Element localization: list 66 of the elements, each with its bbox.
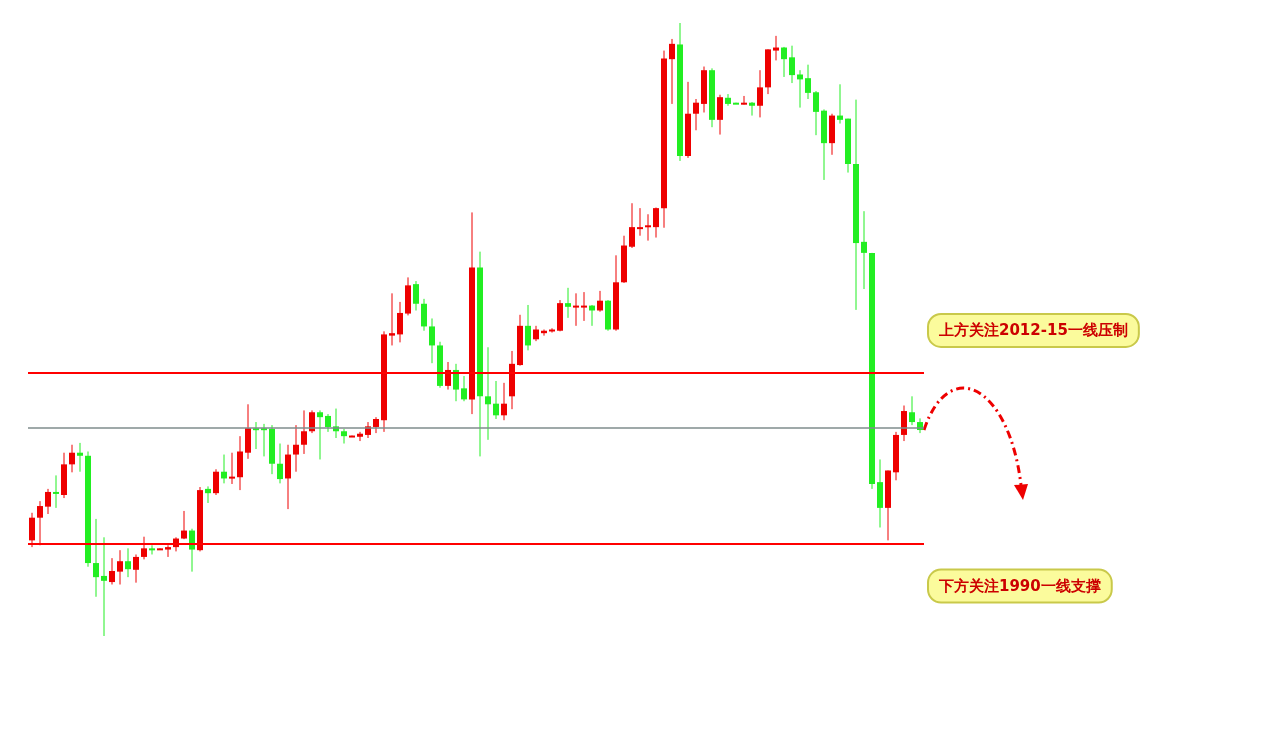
candlestick xyxy=(133,553,139,584)
candlestick xyxy=(181,510,187,540)
candlestick xyxy=(341,428,347,445)
candlestick xyxy=(573,292,579,327)
candlestick xyxy=(597,290,603,313)
candlestick xyxy=(501,382,507,421)
candlestick xyxy=(125,547,131,578)
candlestick xyxy=(421,298,427,332)
candlestick xyxy=(717,94,723,136)
candlestick xyxy=(805,64,811,100)
candlestick xyxy=(861,210,867,290)
candlestick xyxy=(141,536,147,560)
candlestick xyxy=(653,207,659,239)
candlestick xyxy=(693,98,699,131)
candlestick xyxy=(293,424,299,473)
candlestick xyxy=(389,292,395,346)
candlestick xyxy=(77,442,83,473)
candlestick xyxy=(645,213,651,242)
candlestick xyxy=(909,395,915,426)
candlestick xyxy=(725,93,731,107)
candlestick xyxy=(901,405,907,442)
candlestick xyxy=(797,69,803,109)
candlestick xyxy=(29,512,35,548)
candlestick xyxy=(581,291,587,322)
candlestick xyxy=(565,287,571,319)
candlestick xyxy=(165,544,171,558)
candlestick xyxy=(741,95,747,106)
candlestick xyxy=(837,83,843,125)
candlestick xyxy=(669,38,675,105)
candlestick xyxy=(277,443,283,484)
candlestick xyxy=(629,202,635,249)
candlestick xyxy=(37,500,43,546)
ref-line-label: 上方关注2012-15一线压制 xyxy=(938,321,1128,340)
candlestick xyxy=(461,375,467,402)
candlestick xyxy=(117,549,123,586)
candlestick xyxy=(221,454,227,484)
candlestick xyxy=(749,101,755,117)
candlestick xyxy=(109,557,115,586)
candlestick xyxy=(93,518,99,598)
candlestick xyxy=(453,363,459,402)
candlestick xyxy=(149,544,155,555)
candlestick xyxy=(397,301,403,343)
candlestick xyxy=(757,69,763,118)
ref-line-label: 下方关注1990一线支撑 xyxy=(938,577,1101,596)
candlestick xyxy=(317,409,323,460)
candlestick xyxy=(101,536,107,637)
candlestick xyxy=(413,280,419,311)
candlestick xyxy=(45,488,51,515)
candlestick xyxy=(781,46,787,78)
candlestick xyxy=(485,346,491,441)
candlestick xyxy=(69,444,75,473)
candlestick xyxy=(213,468,219,496)
candlestick xyxy=(789,45,795,84)
candlestick xyxy=(813,90,819,136)
candlestick xyxy=(429,317,435,364)
candlestick xyxy=(493,380,499,420)
candlestick xyxy=(773,35,779,61)
candlestick xyxy=(205,485,211,504)
candlestick xyxy=(53,474,59,509)
candlestick xyxy=(549,327,555,334)
candlestick xyxy=(637,207,643,237)
candlestick xyxy=(229,452,235,485)
candlestick xyxy=(301,409,307,455)
candlestick xyxy=(285,444,291,510)
candlestick xyxy=(357,431,363,442)
candlestick xyxy=(525,304,531,351)
